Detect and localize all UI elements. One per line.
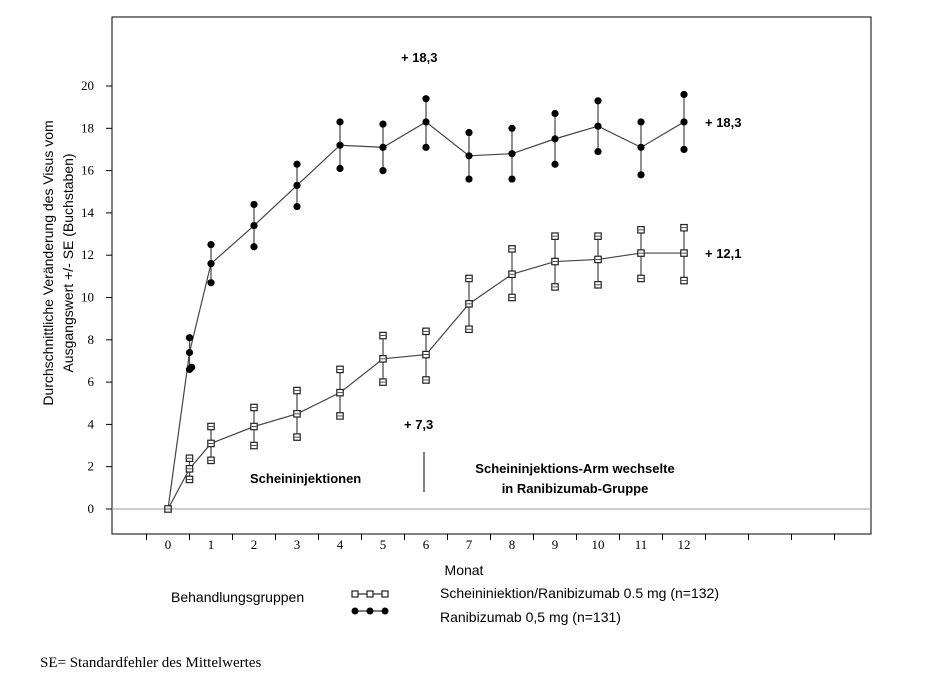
error-cap-high [185, 334, 194, 342]
plot-frame [111, 16, 872, 535]
error-cap-low [465, 175, 473, 183]
y-axis-title-line1: Durchschnittliche Veränderung des Visus … [40, 120, 56, 405]
x-tick-label: 10 [592, 537, 605, 552]
phase1-label: Scheininjektionen [250, 471, 361, 486]
x-tick-label: 8 [509, 537, 516, 552]
data-point [293, 181, 301, 190]
annotation-ranibizumab-peak: + 18,3 [401, 50, 438, 65]
error-cap-high [508, 124, 516, 132]
footnote: SE= Standardfehler des Mittelwertes [40, 655, 262, 671]
x-axis-title: Monat [445, 562, 484, 578]
legend-ranibizumab-marker-icon [351, 607, 389, 615]
error-cap-high [250, 200, 258, 209]
error-cap-low [680, 145, 688, 154]
x-tick-label: 9 [552, 537, 559, 552]
y-axis-title-line2: Ausgangswert +/- SE (Buchstaben) [60, 153, 76, 372]
phase2-label-line2: in Ranibizumab-Gruppe [502, 481, 649, 496]
y-tick-label: 0 [88, 501, 95, 516]
data-point [250, 221, 258, 230]
error-cap-high [594, 97, 602, 105]
error-cap-low [508, 175, 516, 183]
data-point [336, 141, 344, 149]
data-point [422, 118, 430, 126]
x-tick-label: 1 [208, 537, 215, 552]
x-tick-label: 11 [635, 537, 648, 552]
error-cap-low [594, 147, 602, 156]
y-tick-label: 12 [81, 247, 94, 262]
error-cap-high [336, 118, 344, 126]
data-point-extra [188, 363, 196, 371]
error-cap-high [637, 118, 645, 126]
y-tick-label: 20 [81, 78, 94, 93]
x-tick-label: 0 [165, 537, 172, 552]
y-axis: 0 2 4 6 8 10 12 14 16 18 20 [81, 78, 112, 516]
data-point [207, 260, 215, 268]
error-cap-low [637, 171, 645, 179]
series-line [167, 121, 685, 510]
legend-sham-label: Scheininiektion/Ranibizumab 0.5 mg (n=13… [440, 585, 719, 601]
error-cap-high [422, 95, 430, 103]
error-cap-high [293, 160, 301, 168]
series-line [167, 252, 684, 510]
data-point [680, 118, 688, 126]
series-sham [164, 223, 688, 513]
error-cap-low [250, 243, 258, 251]
series-layer [164, 90, 688, 513]
annotation-sham-month6: + 7,3 [404, 417, 433, 432]
annotation-sham-end: + 12,1 [705, 246, 742, 261]
error-cap-high [551, 109, 559, 118]
error-cap-high [680, 90, 688, 99]
data-point [379, 143, 387, 151]
y-tick-label: 14 [81, 205, 95, 220]
error-cap-low [293, 202, 301, 211]
data-point [508, 150, 516, 158]
y-tick-label: 16 [81, 163, 95, 178]
error-cap-low [422, 143, 430, 151]
error-cap-high [465, 128, 473, 137]
x-tick-label: 6 [423, 537, 430, 552]
y-tick-label: 8 [88, 332, 95, 347]
data-point [465, 152, 473, 160]
y-tick-label: 10 [81, 290, 94, 305]
annotation-ranibizumab-end: + 18,3 [705, 115, 742, 130]
legend: Behandlungsgruppen Scheininiektion/Ranib… [171, 585, 719, 625]
x-tick-label: 2 [251, 537, 258, 552]
error-cap-low [207, 279, 215, 287]
x-tick-label: 4 [337, 537, 344, 552]
error-cap-low [336, 164, 344, 173]
phase2-label-line1: Scheininjektions-Arm wechselte [475, 461, 674, 476]
error-cap-low [551, 160, 559, 168]
x-tick-label: 7 [466, 537, 473, 552]
y-tick-label: 18 [81, 120, 94, 135]
data-point [551, 135, 559, 143]
series-ranibizumab [164, 90, 688, 513]
error-cap-low [379, 167, 387, 175]
x-axis: 0 1 2 3 4 5 6 7 8 9 10 11 12 [146, 534, 835, 552]
y-tick-label: 2 [88, 459, 95, 474]
data-point [594, 122, 602, 130]
legend-sham-marker-icon [351, 590, 389, 598]
x-tick-label: 5 [380, 537, 387, 552]
error-cap-high [207, 241, 215, 249]
x-tick-label: 12 [678, 537, 691, 552]
y-tick-label: 4 [88, 416, 95, 431]
data-point [185, 348, 194, 357]
y-tick-label: 6 [88, 374, 95, 389]
x-tick-label: 3 [294, 537, 301, 552]
data-point [637, 143, 645, 151]
legend-title: Behandlungsgruppen [171, 589, 304, 605]
error-cap-high [379, 120, 387, 128]
legend-ranibizumab-label: Ranibizumab 0,5 mg (n=131) [440, 609, 621, 625]
